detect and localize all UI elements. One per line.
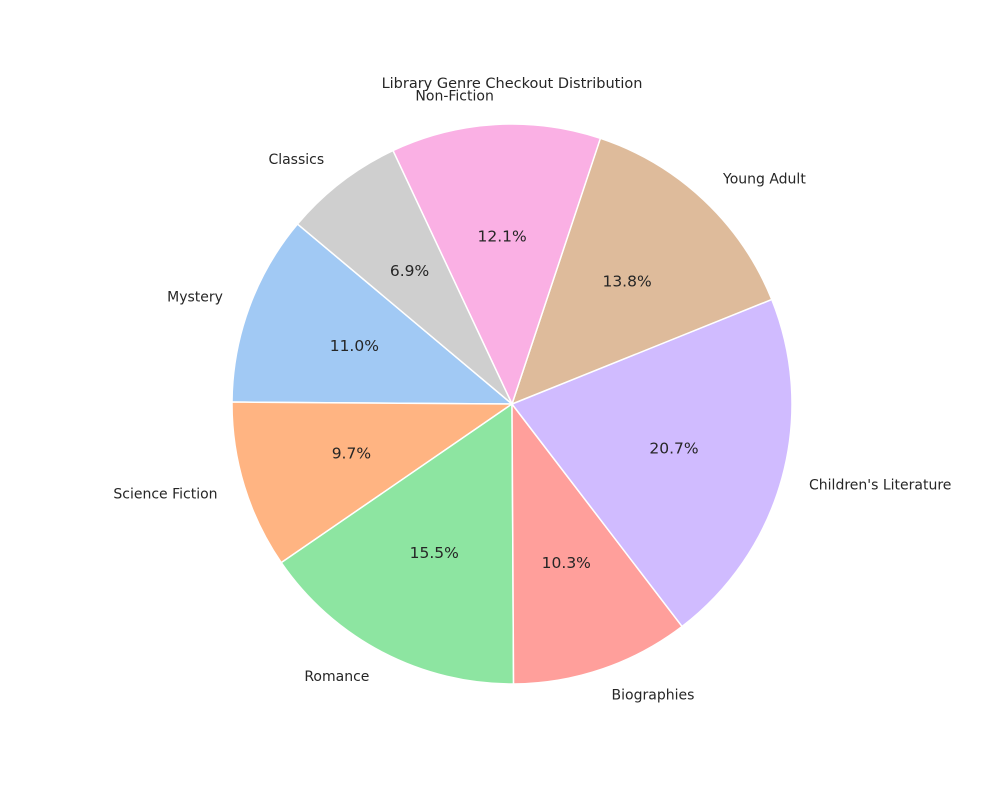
slice-label-children-s-literature: Children's Literature [809,477,951,493]
labels-layer: 11.0% Mystery 9.7% Science Fiction 15.5% Roma… [113,89,951,704]
pct-label-mystery: 11.0% [330,337,379,355]
pct-label-biographies: 10.3% [542,554,591,572]
slices-layer [231,123,793,685]
slice-label-biographies: Biographies [612,687,695,703]
pct-label-science-fiction: 9.7% [332,444,371,462]
pie-slice-mystery [231,223,513,405]
slice-label-young-adult: Young Adult [722,172,806,188]
pie-slice-biographies [511,403,683,685]
pct-label-young-adult: 13.8% [602,273,651,291]
pct-label-children-s-literature: 20.7% [649,439,698,457]
pie-slice-children-s-literature [511,298,793,628]
slice-label-romance: Romance [304,669,369,685]
pie-slice-young-adult [511,137,773,405]
chart-title: Library Genre Checkout Distribution [382,76,643,92]
pct-label-non-fiction: 12.1% [477,227,526,245]
pie-slice-science-fiction [231,401,513,564]
pct-label-classics: 6.9% [390,262,429,280]
slice-label-classics: Classics [268,152,324,168]
pie-slice-romance [280,403,515,685]
pie-slice-classics [296,149,513,405]
slice-label-mystery: Mystery [167,290,223,306]
slice-label-non-fiction: Non-Fiction [415,89,493,105]
slice-label-science-fiction: Science Fiction [113,486,217,502]
pie-slice-non-fiction [392,123,602,405]
pct-label-romance: 15.5% [410,544,459,562]
